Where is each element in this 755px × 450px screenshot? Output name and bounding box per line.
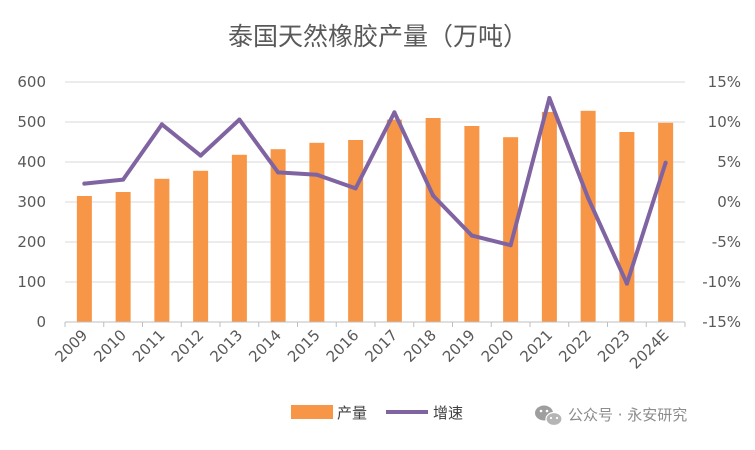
growth-point: [624, 281, 629, 286]
x-axis-tick-label: 2021: [516, 326, 556, 366]
growth-point: [237, 117, 242, 122]
x-axis-tick-label: 2013: [206, 326, 246, 366]
growth-point: [663, 160, 668, 165]
growth-point: [392, 110, 397, 115]
right-axis-tick-label: -15%: [702, 313, 741, 331]
x-axis-tick-label: 2016: [323, 326, 363, 366]
legend-line-label: 增速: [433, 404, 463, 422]
x-axis-tick-label: 2024E: [626, 326, 672, 372]
legend: 产量 增速: [291, 404, 463, 422]
bar: [658, 122, 674, 322]
watermark: 公众号 · 永安研究: [535, 405, 687, 427]
x-axis-tick-label: 2015: [284, 326, 324, 366]
right-axis-tick-label: 15%: [708, 73, 741, 91]
legend-bar-label: 产量: [337, 404, 367, 422]
left-axis-tick-label: 600: [17, 73, 46, 91]
x-axis-tick-label: 2009: [51, 326, 91, 366]
x-axis-tick-label: 2022: [555, 326, 595, 366]
left-axis-tick-label: 0: [36, 313, 46, 331]
right-axis-tick-label: 0%: [717, 193, 741, 211]
bar: [580, 110, 596, 322]
left-axis-tick-label: 500: [17, 113, 46, 131]
bar: [503, 137, 519, 322]
bar: [348, 140, 364, 322]
growth-line: [82, 96, 668, 286]
growth-point: [547, 96, 552, 100]
left-axis-tick-label: 400: [17, 153, 46, 171]
right-axis-tick-label: -5%: [712, 233, 741, 251]
left-axis-tick-label: 200: [17, 233, 46, 251]
x-axis-tick-label: 2014: [245, 326, 285, 366]
watermark-text: 公众号 · 永安研究: [568, 406, 687, 424]
x-axis-tick-label: 2011: [129, 326, 169, 366]
growth-point: [198, 153, 203, 158]
growth-point: [276, 170, 281, 175]
wechat-icon: [535, 405, 563, 427]
bar: [76, 196, 92, 322]
bar: [425, 118, 441, 322]
legend-bar-swatch: [291, 405, 333, 419]
bar: [193, 170, 209, 322]
growth-point: [469, 233, 474, 238]
bar: [115, 192, 131, 322]
bar-series: [76, 110, 674, 322]
left-axis-tick-label: 100: [17, 273, 46, 291]
left-axis-tick-label: 300: [17, 193, 46, 211]
growth-point: [586, 196, 591, 200]
growth-point: [121, 177, 126, 182]
bar: [270, 149, 286, 322]
bar: [464, 126, 480, 322]
growth-point: [353, 186, 358, 191]
x-axis-tick-label: 2010: [90, 326, 130, 366]
chart-title: 泰国天然橡胶产量（万吨）: [228, 22, 528, 51]
right-axis-tick-label: -10%: [702, 273, 741, 291]
growth-point: [508, 243, 513, 248]
right-axis-tick-label: 5%: [717, 153, 741, 171]
x-axis-tick-label: 2019: [439, 326, 479, 366]
bar: [386, 119, 402, 322]
x-axis-tick-label: 2017: [361, 326, 401, 366]
growth-point: [314, 172, 319, 177]
right-axis-tick-label: 10%: [708, 113, 741, 131]
growth-point: [82, 181, 87, 186]
line-series: [82, 96, 668, 286]
x-axis-tick-label: 2012: [168, 326, 208, 366]
growth-point: [159, 122, 164, 127]
growth-point: [431, 193, 436, 198]
bar: [231, 154, 247, 322]
bar: [309, 142, 325, 322]
x-axis-tick-label: 2018: [400, 326, 440, 366]
bar: [619, 132, 635, 322]
bar: [541, 112, 557, 322]
bar: [154, 178, 170, 322]
x-axis-tick-label: 2020: [478, 326, 518, 366]
